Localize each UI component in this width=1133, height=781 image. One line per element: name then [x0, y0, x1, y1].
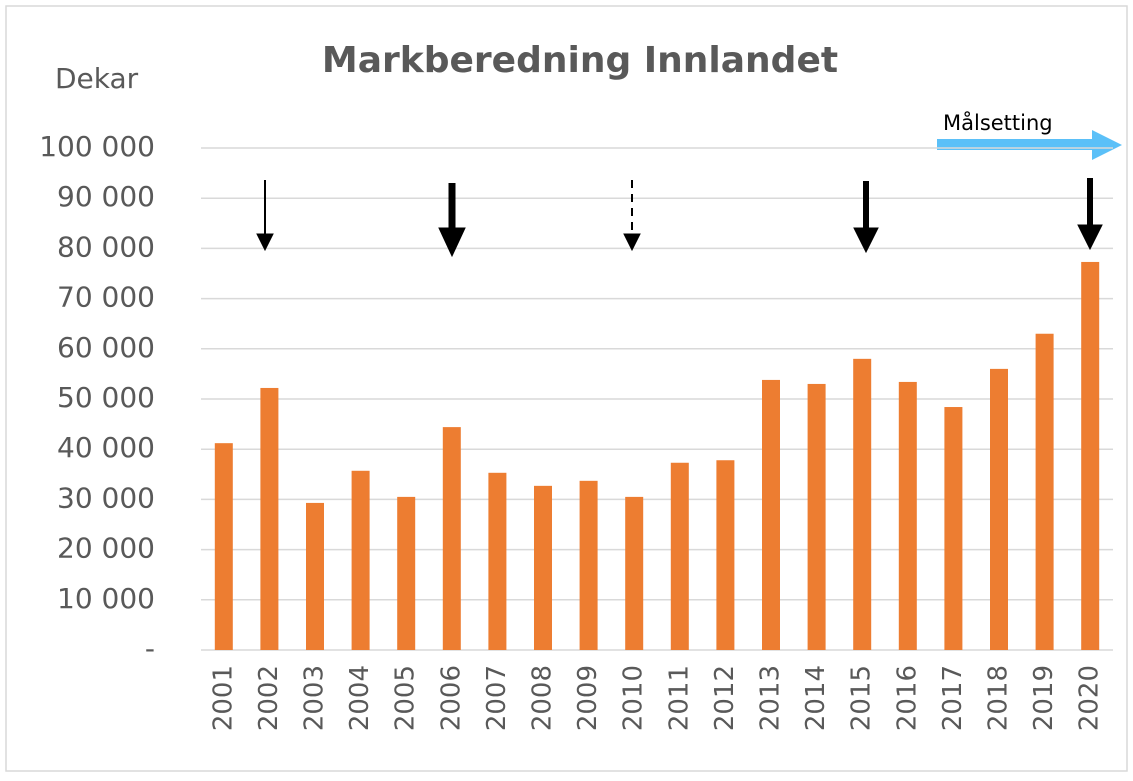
x-tick-label: 2011 [664, 665, 694, 731]
bar [898, 381, 917, 650]
y-tick-label: 40 000 [57, 431, 155, 464]
bar [670, 462, 689, 650]
bar [397, 496, 416, 650]
bar [1081, 261, 1100, 650]
annotation: Målsetting [943, 110, 1053, 135]
x-tick-label: 2007 [482, 665, 512, 731]
y-tick-label: 100 000 [39, 130, 155, 163]
y-tick-label: 60 000 [57, 331, 155, 364]
x-tick-label: 2019 [1029, 665, 1059, 731]
bar [944, 407, 963, 650]
y-tick-label: - [145, 632, 155, 665]
x-tick-label: 2001 [208, 665, 238, 731]
x-tick-label: 2002 [254, 665, 284, 731]
bar [625, 496, 644, 650]
chart-title: Markberedning Innlandet [322, 40, 838, 81]
x-tick-label: 2017 [938, 665, 968, 731]
y-axis-label: Dekar [55, 62, 139, 95]
x-tick-label: 2018 [984, 665, 1014, 731]
bar [1035, 333, 1054, 650]
bar [260, 387, 279, 650]
bar [762, 379, 780, 650]
y-tick-label: 10 000 [57, 582, 155, 615]
x-tick-label: 2006 [436, 665, 466, 731]
bar [716, 460, 735, 650]
x-tick-label: 2015 [847, 665, 877, 731]
x-tick-label: 2012 [710, 665, 740, 731]
bar [306, 502, 324, 650]
y-tick-label: 70 000 [57, 281, 155, 314]
x-tick-label: 2014 [801, 665, 831, 731]
bar [442, 427, 461, 650]
y-tick-label: 20 000 [57, 532, 155, 565]
y-tick-label: 90 000 [57, 180, 155, 213]
x-tick-label: 2020 [1075, 665, 1105, 731]
bar [534, 485, 552, 650]
bar [214, 443, 233, 650]
x-tick-label: 2004 [345, 665, 375, 731]
x-tick-label: 2009 [573, 665, 603, 731]
x-tick-label: 2005 [391, 665, 421, 731]
bar [853, 358, 872, 650]
y-tick-label: 50 000 [57, 381, 155, 414]
bar [807, 383, 826, 650]
x-tick-label: 2010 [619, 665, 649, 731]
y-tick-label: 80 000 [57, 230, 155, 263]
bar [990, 368, 1008, 650]
chart-border [5, 5, 1128, 772]
x-tick-label: 2013 [756, 665, 786, 731]
x-tick-label: 2008 [528, 665, 558, 731]
target-arrow [937, 130, 1122, 160]
event-arrows [256, 178, 1103, 258]
bar [579, 480, 598, 650]
y-tick-label: 30 000 [57, 481, 155, 514]
x-tick-label: 2003 [300, 665, 330, 731]
x-tick-label: 2016 [892, 665, 922, 731]
bar [488, 472, 507, 650]
bar [351, 470, 370, 650]
